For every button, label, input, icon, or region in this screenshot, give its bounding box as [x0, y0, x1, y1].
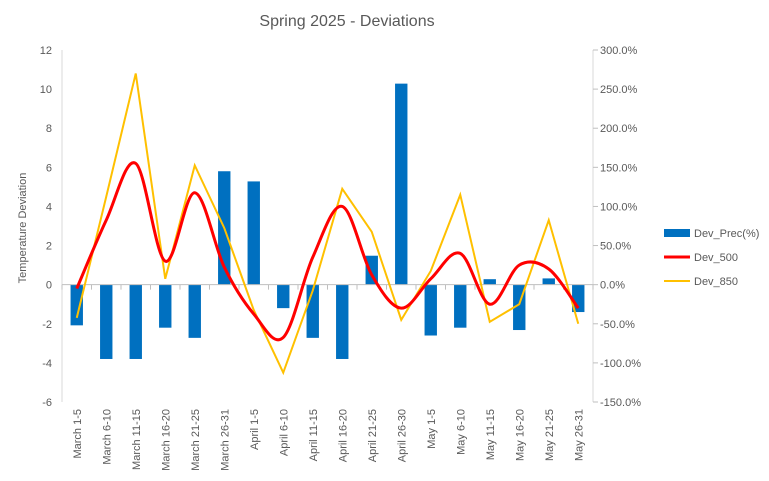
- bar-dev-prec: [159, 284, 172, 328]
- bar-dev-prec: [100, 284, 113, 359]
- y-tick-label-left: 12: [40, 45, 52, 57]
- y-tick-label-left: 4: [46, 201, 52, 213]
- y-tick-label-left: -6: [42, 397, 52, 409]
- y-axis-title: Temperature Deviation: [17, 173, 29, 284]
- x-tick-label: April 21-25: [367, 409, 379, 462]
- y-tick-label-right: -50.0%: [600, 319, 635, 331]
- y-tick-label-left: 0: [46, 280, 52, 292]
- y-tick-label-left: 6: [46, 162, 52, 174]
- bar-dev-prec: [424, 284, 437, 336]
- legend: Dev_Prec(%) Dev_500 Dev_850: [664, 228, 759, 288]
- y-tick-label-left: -2: [42, 319, 52, 331]
- bar-dev-prec: [483, 279, 496, 285]
- x-tick-label: April 26-30: [396, 409, 408, 462]
- x-tick-label: April 6-10: [278, 409, 290, 456]
- bar-dev-prec: [542, 278, 555, 285]
- y-tick-label-left: 2: [46, 241, 52, 253]
- x-tick-label: May 16-20: [514, 409, 526, 461]
- y-tick-label-right: 0.0%: [600, 280, 625, 292]
- x-tick-label: April 1-5: [249, 409, 261, 450]
- x-tick-label: March 26-31: [219, 409, 231, 471]
- bar-dev-prec: [454, 284, 467, 328]
- y-tick-label-right: -100.0%: [600, 358, 641, 370]
- y-tick-label-right: 200.0%: [600, 123, 638, 135]
- x-tick-label: May 26-31: [573, 409, 585, 461]
- y-tick-label-right: 250.0%: [600, 84, 638, 96]
- y-tick-label-right: -150.0%: [600, 397, 641, 409]
- y-tick-label-right: 300.0%: [600, 45, 638, 57]
- bar-dev-prec: [70, 284, 83, 326]
- x-tick-label: March 21-25: [190, 409, 202, 471]
- y-tick-label-left: -4: [42, 358, 52, 370]
- line-dev-500: [75, 161, 580, 342]
- x-tick-label: March 1-5: [72, 409, 84, 459]
- y-tick-label-left: 8: [46, 123, 52, 135]
- legend-label: Dev_850: [694, 276, 738, 288]
- line-dev-850: [75, 73, 580, 376]
- bar-dev-prec: [277, 284, 290, 309]
- legend-label: Dev_Prec(%): [694, 228, 759, 240]
- legend-label: Dev_500: [694, 252, 738, 264]
- bar-dev-prec: [129, 284, 142, 359]
- x-tick-label: March 11-15: [131, 409, 143, 470]
- x-tick-label: May 6-10: [455, 409, 467, 455]
- legend-swatch-dev-prec: [664, 229, 690, 237]
- x-tick-label: May 11-15: [485, 409, 497, 460]
- y-tick-label-left: 10: [40, 84, 52, 96]
- x-tick-label: March 6-10: [101, 409, 113, 465]
- bar-dev-prec: [336, 284, 349, 359]
- bar-dev-prec: [395, 83, 408, 285]
- x-tick-label: April 11-15: [308, 409, 320, 461]
- x-tick-label: April 16-20: [337, 409, 349, 462]
- x-tick-label: May 1-5: [426, 409, 438, 449]
- y-tick-label-right: 50.0%: [600, 241, 631, 253]
- plot-area: -6 -4 -2 0 2 4 6 8 10 12 -150.0% -100.0% -50.0% 0.0% 5…: [40, 45, 641, 471]
- chart-title: Spring 2025 - Deviations: [259, 13, 434, 30]
- y-tick-label-right: 100.0%: [600, 201, 638, 213]
- y-tick-label-right: 150.0%: [600, 162, 638, 174]
- bar-dev-prec: [188, 284, 201, 338]
- x-tick-label: May 21-25: [544, 409, 556, 461]
- bar-dev-prec: [247, 181, 260, 285]
- x-tick-label: March 16-20: [160, 409, 172, 471]
